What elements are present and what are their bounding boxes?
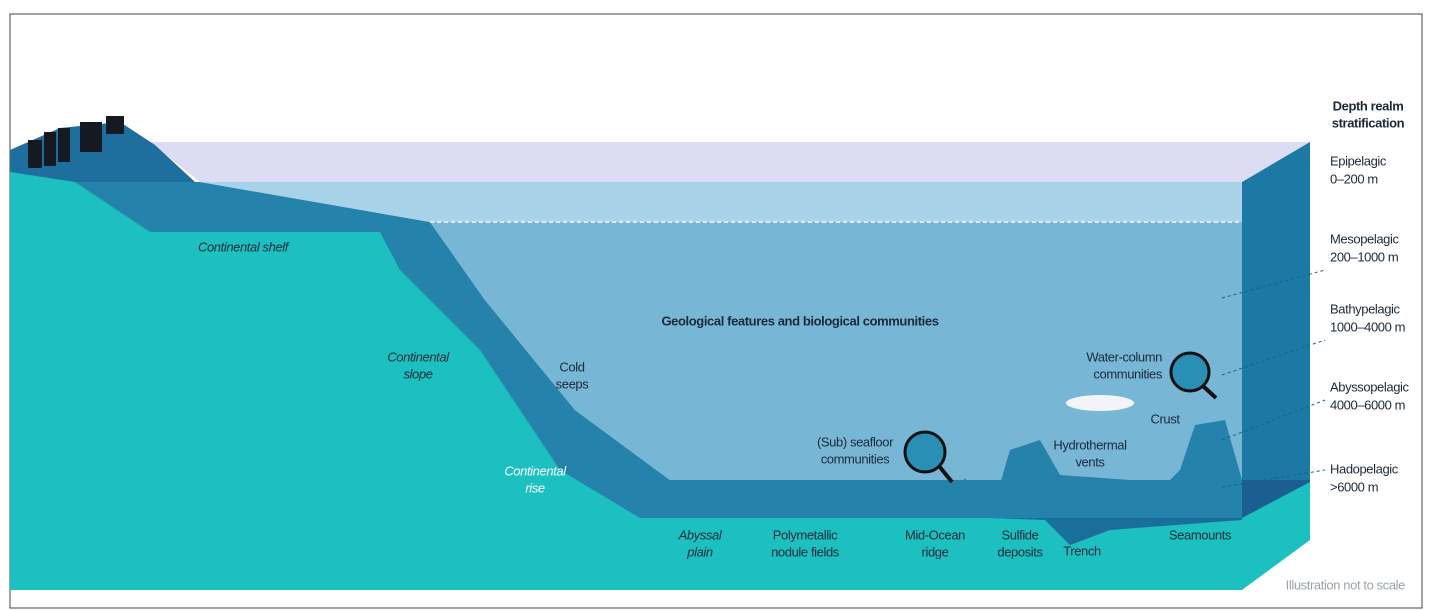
main-label: Geological features and biological commu… (661, 313, 938, 328)
water-column (200, 182, 1242, 480)
realm-depth: 0–200 m (1330, 171, 1378, 186)
feature-label: nodule fields (771, 544, 840, 559)
feature-label: Sulfide (1002, 527, 1039, 542)
vents-seamount (990, 420, 1242, 518)
side-face (1242, 142, 1310, 480)
feature-label: Continental (504, 463, 567, 478)
feature-label: Continental (387, 349, 450, 364)
legend-title: Depth realm (1333, 98, 1404, 113)
realm-name: Mesopelagic (1330, 231, 1399, 246)
feature-label: (Sub) seafloor (817, 434, 894, 449)
realm-depth: 200–1000 m (1330, 249, 1398, 264)
depth-leaders (1221, 269, 1326, 488)
realm-depth: >6000 m (1330, 479, 1378, 494)
feature-label: seeps (556, 376, 590, 391)
feature-label: Seamounts (1169, 527, 1232, 542)
feature-label: Cold (559, 359, 584, 374)
feature-label: plain (686, 544, 713, 559)
feature-label: Trench (1063, 543, 1101, 558)
realm-depth: 4000–6000 m (1330, 397, 1405, 412)
feature-label: vents (1075, 454, 1105, 469)
land (10, 122, 195, 182)
feature-label: Mid-Ocean (905, 527, 965, 542)
sea-surface (150, 142, 1310, 182)
feature-label: deposits (997, 544, 1043, 559)
realm-depth: 1000–4000 m (1330, 319, 1405, 334)
legend-title: stratification (1332, 115, 1405, 130)
whale (1066, 395, 1134, 411)
mid-ocean-ridge (935, 478, 990, 518)
feature-label: ridge (922, 544, 949, 559)
seafloor (10, 165, 1310, 590)
feature-label: Continental shelf (198, 239, 290, 254)
magnifier (1169, 351, 1211, 393)
realm-name: Epipelagic (1330, 153, 1387, 168)
epipelagic-layer (200, 182, 1242, 222)
feature-label: Water-column (1086, 349, 1162, 364)
magnifier-handle (937, 464, 954, 484)
feature-label: Abyssal (678, 527, 723, 542)
magnifier (903, 430, 947, 474)
realm-name: Hadopelagic (1330, 461, 1399, 476)
feature-label: slope (403, 366, 432, 381)
feature-label: Hydrothermal (1053, 437, 1127, 452)
feature-label: communities (1093, 366, 1162, 381)
city (28, 116, 124, 168)
realm-name: Abyssopelagic (1330, 379, 1410, 394)
note: Illustration not to scale (1286, 577, 1406, 592)
magnifier-handle (1201, 384, 1218, 400)
feature-label: communities (821, 451, 890, 466)
realm-name: Bathypelagic (1330, 301, 1401, 316)
feature-label: Crust (1150, 411, 1180, 426)
feature-label: Polymetallic (773, 527, 838, 542)
hadal-face (1242, 480, 1310, 518)
feature-label: rise (525, 480, 545, 495)
trench (990, 518, 1242, 545)
